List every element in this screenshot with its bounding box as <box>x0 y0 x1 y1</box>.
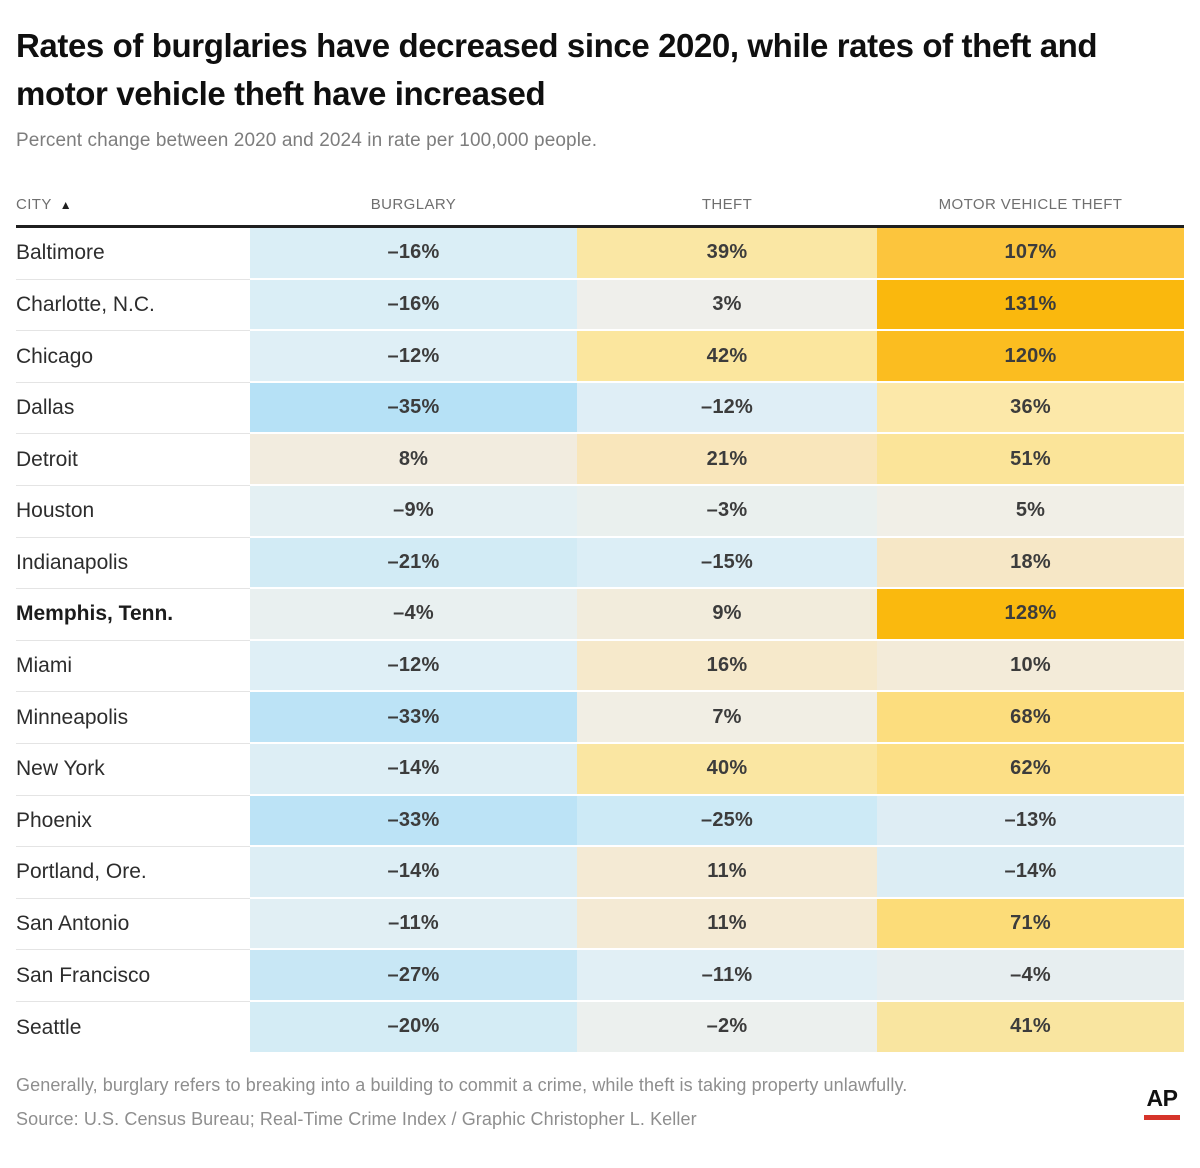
city-cell: Houston <box>16 486 250 538</box>
mvt-value-cell: 41% <box>877 1001 1184 1054</box>
mvt-value-cell: 131% <box>877 279 1184 332</box>
table-row-baltimore: Baltimore –16% 39% 107% <box>16 228 1184 280</box>
mvt-value-cell: –13% <box>877 795 1184 848</box>
mvt-value-cell: 71% <box>877 898 1184 951</box>
mvt-value-cell: 5% <box>877 486 1184 538</box>
city-cell: New York <box>16 743 250 796</box>
column-header-burglary[interactable]: BURGLARY <box>370 196 457 214</box>
burglary-value-cell: –27% <box>250 950 577 1002</box>
mvt-value-cell: 18% <box>877 537 1184 590</box>
table-row-miami: Miami –12% 16% 10% <box>16 640 1184 693</box>
table-row-memphis-tenn: Memphis, Tenn. –4% 9% 128% <box>16 589 1184 641</box>
footer: Generally, burglary refers to breaking i… <box>16 1075 1184 1130</box>
burglary-value-cell: –16% <box>250 279 577 332</box>
theft-value-cell: –3% <box>577 486 877 538</box>
burglary-value-cell: –35% <box>250 382 577 435</box>
theft-value-cell: 7% <box>577 692 877 744</box>
burglary-value-cell: –21% <box>250 537 577 590</box>
burglary-value-cell: –14% <box>250 743 577 796</box>
theft-value-cell: –25% <box>577 795 877 848</box>
city-cell: Phoenix <box>16 795 250 848</box>
city-cell: Portland, Ore. <box>16 847 250 899</box>
city-cell: San Antonio <box>16 898 250 951</box>
table-row-new-york: New York –14% 40% 62% <box>16 743 1184 796</box>
burglary-value-cell: 8% <box>250 434 577 486</box>
burglary-value-cell: –12% <box>250 331 577 383</box>
theft-value-cell: 21% <box>577 434 877 486</box>
mvt-value-cell: –14% <box>877 847 1184 899</box>
city-cell: Baltimore <box>16 228 250 280</box>
mvt-value-cell: 51% <box>877 434 1184 486</box>
city-cell: Charlotte, N.C. <box>16 279 250 332</box>
theft-value-cell: 3% <box>577 279 877 332</box>
city-cell: Detroit <box>16 434 250 486</box>
city-cell: San Francisco <box>16 950 250 1002</box>
table-row-minneapolis: Minneapolis –33% 7% 68% <box>16 692 1184 744</box>
table-row-indianapolis: Indianapolis –21% –15% 18% <box>16 537 1184 590</box>
mvt-value-cell: 107% <box>877 228 1184 280</box>
source-credit: Source: U.S. Census Bureau; Real-Time Cr… <box>16 1108 697 1129</box>
mvt-value-cell: 120% <box>877 331 1184 383</box>
burglary-value-cell: –14% <box>250 847 577 899</box>
column-header-motor-vehicle-theft[interactable]: MOTOR VEHICLE THEFT <box>938 196 1123 214</box>
crime-change-table: CITY ▲ BURGLARY THEFT MOTOR VEHICLE THEF… <box>16 196 1184 1054</box>
city-cell: Memphis, Tenn. <box>16 589 250 641</box>
table-row-houston: Houston –9% –3% 5% <box>16 486 1184 538</box>
city-cell: Chicago <box>16 331 250 383</box>
table-row-charlotte-n-c: Charlotte, N.C. –16% 3% 131% <box>16 279 1184 332</box>
burglary-value-cell: –9% <box>250 486 577 538</box>
burglary-value-cell: –4% <box>250 589 577 641</box>
ap-logo: AP <box>1142 1084 1182 1120</box>
table-header-row: CITY ▲ BURGLARY THEFT MOTOR VEHICLE THEF… <box>16 196 1184 229</box>
table-row-chicago: Chicago –12% 42% 120% <box>16 331 1184 383</box>
footnote: Generally, burglary refers to breaking i… <box>16 1074 908 1095</box>
page-title: Rates of burglaries have decreased since… <box>16 27 1098 112</box>
column-header-city[interactable]: CITY ▲ <box>16 196 250 213</box>
table-body: Baltimore –16% 39% 107% Charlotte, N.C. –16% 3… <box>16 228 1184 1054</box>
city-cell: Indianapolis <box>16 537 250 590</box>
theft-value-cell: 40% <box>577 743 877 796</box>
theft-value-cell: –12% <box>577 382 877 435</box>
theft-value-cell: 16% <box>577 640 877 693</box>
column-header-city-label: CITY <box>16 196 52 214</box>
mvt-value-cell: 68% <box>877 692 1184 744</box>
ap-logo-red-bar <box>1144 1114 1180 1120</box>
burglary-value-cell: –12% <box>250 640 577 693</box>
mvt-value-cell: 62% <box>877 743 1184 796</box>
table-row-san-antonio: San Antonio –11% 11% 71% <box>16 898 1184 951</box>
column-header-theft[interactable]: THEFT <box>701 196 753 214</box>
burglary-value-cell: –20% <box>250 1001 577 1054</box>
table-row-san-francisco: San Francisco –27% –11% –4% <box>16 950 1184 1002</box>
subtitle: Percent change between 2020 and 2024 in … <box>16 130 598 152</box>
theft-value-cell: –11% <box>577 950 877 1002</box>
burglary-value-cell: –16% <box>250 228 577 280</box>
city-cell: Minneapolis <box>16 692 250 744</box>
theft-value-cell: 11% <box>577 898 877 951</box>
ap-logo-text: AP <box>1146 1084 1178 1111</box>
table-row-seattle: Seattle –20% –2% 41% <box>16 1001 1184 1054</box>
theft-value-cell: 9% <box>577 589 877 641</box>
burglary-value-cell: –11% <box>250 898 577 951</box>
table-row-phoenix: Phoenix –33% –25% –13% <box>16 795 1184 848</box>
sort-ascending-icon: ▲ <box>59 197 73 212</box>
theft-value-cell: 11% <box>577 847 877 899</box>
table-row-portland-ore: Portland, Ore. –14% 11% –14% <box>16 847 1184 899</box>
burglary-value-cell: –33% <box>250 692 577 744</box>
theft-value-cell: 39% <box>577 228 877 280</box>
city-cell: Dallas <box>16 382 250 435</box>
burglary-value-cell: –33% <box>250 795 577 848</box>
mvt-value-cell: 10% <box>877 640 1184 693</box>
mvt-value-cell: –4% <box>877 950 1184 1002</box>
table-row-detroit: Detroit 8% 21% 51% <box>16 434 1184 486</box>
theft-value-cell: –15% <box>577 537 877 590</box>
theft-value-cell: 42% <box>577 331 877 383</box>
city-cell: Seattle <box>16 1001 250 1054</box>
mvt-value-cell: 128% <box>877 589 1184 641</box>
city-cell: Miami <box>16 640 250 693</box>
mvt-value-cell: 36% <box>877 382 1184 435</box>
table-row-dallas: Dallas –35% –12% 36% <box>16 382 1184 435</box>
theft-value-cell: –2% <box>577 1001 877 1054</box>
